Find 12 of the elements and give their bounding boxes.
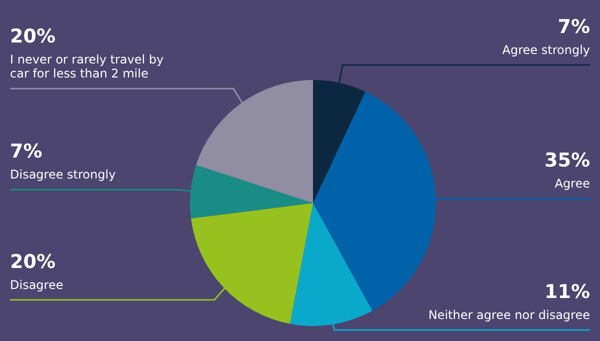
slice-label: Disagree xyxy=(10,278,64,292)
data-label: 11% xyxy=(544,281,590,303)
slice-label: Agree xyxy=(554,176,590,191)
slice-label: Agree strongly xyxy=(502,42,590,57)
slice-label: I never or rarely travel by car for less than 2 mile xyxy=(10,52,164,81)
data-label: 7% xyxy=(10,140,42,163)
data-label: 7% xyxy=(558,16,590,38)
slice-label: Neither agree nor disagree xyxy=(428,308,590,322)
data-label: 35% xyxy=(544,150,590,172)
data-label: 20% xyxy=(10,26,56,48)
data-label: 20% xyxy=(10,250,56,273)
slice-label: Disagree strongly xyxy=(10,168,116,182)
